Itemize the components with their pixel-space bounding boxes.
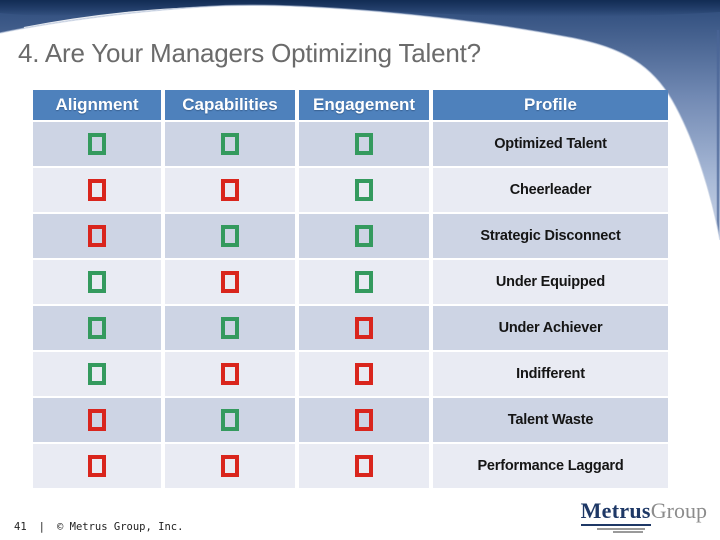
red-checkbox-icon [221,363,239,385]
profile-label: Performance Laggard [433,444,668,488]
green-checkbox-icon [221,133,239,155]
red-checkbox-icon [355,409,373,431]
red-checkbox-icon [88,409,106,431]
column-header-engagement: Engagement [299,90,429,120]
red-checkbox-icon [221,271,239,293]
logo-underline-1 [596,528,645,530]
engagement-checkbox-cell [299,444,429,488]
column-header-alignment: Alignment [33,90,161,120]
alignment-checkbox-cell [33,306,161,350]
capabilities-checkbox-cell [165,306,295,350]
logo-text-metrus: Metrus [580,498,651,526]
green-checkbox-icon [355,179,373,201]
profile-label: Indifferent [433,352,668,396]
alignment-checkbox-cell [33,168,161,212]
alignment-checkbox-cell [33,398,161,442]
column-header-capabilities: Capabilities [165,90,295,120]
red-checkbox-icon [88,179,106,201]
green-checkbox-icon [88,133,106,155]
column-header-profile: Profile [433,90,668,120]
red-checkbox-icon [355,363,373,385]
green-checkbox-icon [88,363,106,385]
copyright-text: © Metrus Group, Inc. [56,521,184,533]
engagement-checkbox-cell [299,122,429,166]
capabilities-checkbox-cell [165,398,295,442]
engagement-checkbox-cell [299,352,429,396]
capabilities-checkbox-cell [165,214,295,258]
footer-divider: | [38,521,45,533]
logo-text-group: Group [650,498,707,523]
green-checkbox-icon [88,317,106,339]
green-checkbox-icon [355,271,373,293]
top-wave-decoration [0,0,720,241]
logo-underline-2 [612,531,643,533]
capabilities-checkbox-cell [165,444,295,488]
engagement-checkbox-cell [299,214,429,258]
profile-label: Under Equipped [433,260,668,304]
alignment-checkbox-cell [33,260,161,304]
page-number: 41 [14,521,27,533]
capabilities-checkbox-cell [165,168,295,212]
profile-label: Under Achiever [433,306,668,350]
green-checkbox-icon [221,225,239,247]
green-checkbox-icon [88,271,106,293]
profile-label: Talent Waste [433,398,668,442]
wave-dark-band [0,0,720,17]
engagement-checkbox-cell [299,260,429,304]
red-checkbox-icon [88,455,106,477]
capabilities-checkbox-cell [165,122,295,166]
profile-label: Cheerleader [433,168,668,212]
slide-footer: 41 | © Metrus Group, Inc. [14,521,183,533]
red-checkbox-icon [88,225,106,247]
red-checkbox-icon [355,455,373,477]
alignment-checkbox-cell [33,214,161,258]
green-checkbox-icon [221,317,239,339]
profile-label: Strategic Disconnect [433,214,668,258]
green-checkbox-icon [221,409,239,431]
red-checkbox-icon [221,179,239,201]
red-checkbox-icon [221,455,239,477]
capabilities-checkbox-cell [165,352,295,396]
slide-title: 4. Are Your Managers Optimizing Talent? [18,38,481,68]
metrus-group-logo: MetrusGroup [580,498,707,535]
alignment-checkbox-cell [33,122,161,166]
red-checkbox-icon [355,317,373,339]
green-checkbox-icon [355,225,373,247]
alignment-checkbox-cell [33,444,161,488]
wave-soft-edge [0,4,720,241]
capabilities-checkbox-cell [165,260,295,304]
green-checkbox-icon [355,133,373,155]
alignment-checkbox-cell [33,352,161,396]
engagement-checkbox-cell [299,306,429,350]
engagement-checkbox-cell [299,398,429,442]
talent-profile-table: Alignment Capabilities Engagement Profil… [33,90,668,488]
profile-label: Optimized Talent [433,122,668,166]
engagement-checkbox-cell [299,168,429,212]
